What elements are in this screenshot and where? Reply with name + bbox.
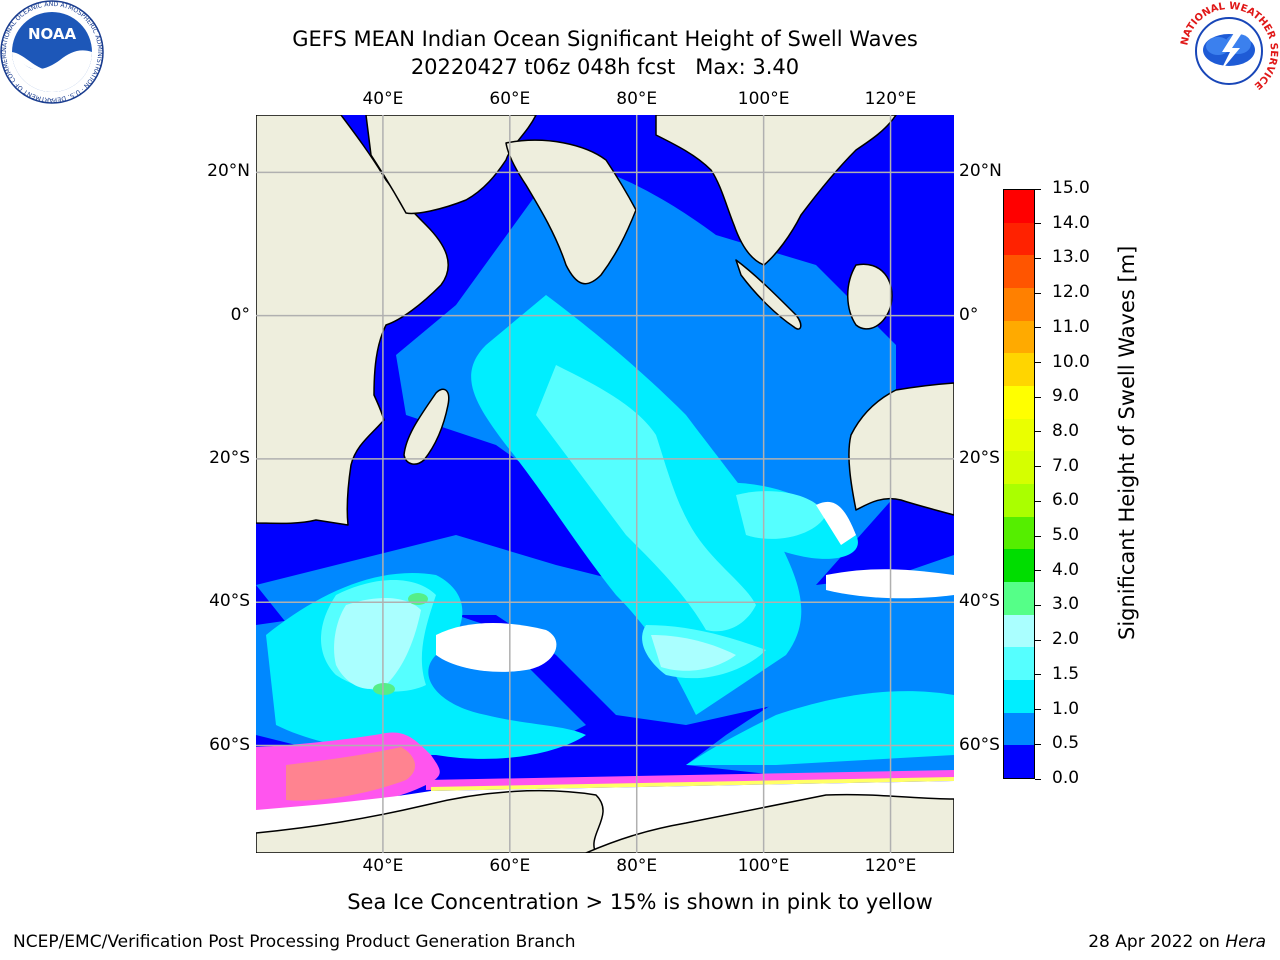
lat-label-right-1: 0°	[959, 304, 979, 325]
colorbar-tick-mark-2	[1035, 257, 1041, 259]
colorbar-swatch-12	[1004, 582, 1034, 615]
colorbar-swatch-16	[1004, 712, 1034, 746]
nws-logo-icon: NATIONAL WEATHER SERVICE	[1179, 1, 1279, 100]
lat-label-right-3: 40°S	[959, 591, 1000, 612]
colorbar-tick-mark-10	[1035, 535, 1041, 537]
lat-label-right-4: 60°S	[959, 734, 1000, 755]
colorbar-tick-label-11: 4.0	[1052, 559, 1080, 580]
colorbar-tick-label-15: 1.0	[1052, 698, 1080, 719]
colorbar-tick-mark-14	[1035, 674, 1041, 676]
colorbar-tick-mark-8	[1035, 466, 1041, 468]
date-stamp: 28 Apr 2022 on Hera	[1088, 932, 1266, 952]
colorbar-tick-mark-7	[1035, 431, 1041, 433]
swell-wave-map	[256, 115, 954, 853]
colorbar-tick-label-12: 3.0	[1052, 594, 1080, 615]
colorbar-swatch-13	[1004, 614, 1034, 648]
colorbar-tick-label-17: 0.0	[1052, 768, 1080, 788]
colorbar-tick-label-13: 2.0	[1052, 629, 1080, 650]
ice-patches	[436, 501, 954, 672]
colorbar-tick-label-0: 15.0	[1052, 178, 1090, 198]
colorbar-tick-mark-3	[1035, 292, 1041, 294]
map-title: GEFS MEAN Indian Ocean Significant Heigh…	[292, 27, 918, 51]
colorbar-swatch-15	[1004, 680, 1034, 713]
colorbar-tick-mark-6	[1035, 396, 1041, 398]
lat-label-left-2: 20°S	[209, 447, 250, 468]
colorbar-tick-mark-12	[1035, 604, 1041, 606]
colorbar-tick-mark-16	[1035, 743, 1041, 745]
colorbar-tick-mark-11	[1035, 570, 1041, 572]
colorbar-tick-label-3: 12.0	[1052, 282, 1090, 303]
noaa-logo-icon: NATIONAL OCEANIC AND ATMOSPHERIC ADMINIS…	[0, 0, 104, 104]
colorbar-tick-mark-17	[1035, 778, 1041, 780]
colorbar-tick-label-1: 14.0	[1052, 212, 1090, 233]
lon-label-bottom-2: 80°E	[616, 856, 658, 876]
colorbar-swatch-4	[1004, 320, 1034, 354]
noaa-logo-text: NOAA	[28, 25, 77, 43]
colorbar-tick-mark-5	[1035, 362, 1041, 364]
colorbar-swatch-3	[1004, 288, 1034, 321]
lon-label-bottom-0: 40°E	[362, 856, 404, 876]
colorbar-tick-label-14: 1.5	[1052, 663, 1080, 684]
colorbar-swatch-10	[1004, 516, 1034, 550]
colorbar-tick-label-6: 9.0	[1052, 386, 1080, 407]
colorbar-tick-label-2: 13.0	[1052, 247, 1090, 268]
lon-label-bottom-4: 120°E	[864, 856, 917, 876]
graticule	[256, 115, 954, 853]
lat-label-left-0: 20°N	[207, 161, 250, 182]
lat-label-left-1: 0°	[230, 304, 250, 325]
colorbar-tick-label-7: 8.0	[1052, 420, 1080, 441]
lon-label-top-1: 60°E	[489, 89, 531, 109]
map-frame	[256, 115, 954, 853]
colorbar-swatch-11	[1004, 549, 1034, 583]
colorbar-swatch-2	[1004, 255, 1034, 289]
colorbar-tick-label-5: 10.0	[1052, 351, 1090, 372]
colorbar-swatch-9	[1004, 484, 1034, 517]
colorbar-tick-mark-0	[1035, 188, 1041, 190]
colorbar-tick-label-8: 7.0	[1052, 455, 1080, 476]
colorbar-swatch-6	[1004, 386, 1034, 419]
lon-label-top-2: 80°E	[616, 89, 658, 109]
lon-label-top-4: 120°E	[864, 89, 917, 109]
colorbar	[1003, 189, 1035, 779]
colorbar-tick-label-10: 5.0	[1052, 525, 1080, 546]
sea-ice-area	[256, 732, 954, 815]
lat-label-right-2: 20°S	[959, 447, 1000, 468]
colorbar-swatch-14	[1004, 647, 1034, 681]
credit-text: NCEP/EMC/Verification Post Processing Pr…	[13, 932, 576, 952]
lon-label-top-0: 40°E	[362, 89, 404, 109]
lon-label-bottom-3: 100°E	[737, 856, 790, 876]
colorbar-tick-mark-9	[1035, 500, 1041, 502]
lat-label-right-0: 20°N	[959, 161, 1002, 182]
colorbar-tick-mark-1	[1035, 223, 1041, 225]
colorbar-swatch-1	[1004, 222, 1034, 256]
colorbar-tick-label-4: 11.0	[1052, 316, 1090, 337]
lat-label-left-3: 40°S	[209, 591, 250, 612]
colorbar-label: Significant Height of Swell Waves [m]	[1115, 245, 1139, 640]
lon-label-top-3: 100°E	[737, 89, 790, 109]
colorbar-tick-mark-4	[1035, 327, 1041, 329]
colorbar-swatch-5	[1004, 353, 1034, 387]
colorbar-swatch-17	[1004, 745, 1034, 779]
colorbar-tick-mark-15	[1035, 709, 1041, 711]
colorbar-swatch-0	[1004, 190, 1034, 223]
date-text: 28 Apr 2022 on	[1088, 932, 1226, 952]
lat-label-left-4: 60°S	[209, 734, 250, 755]
colorbar-swatch-7	[1004, 418, 1034, 452]
colorbar-tick-mark-13	[1035, 639, 1041, 641]
land-masses	[256, 115, 954, 853]
host-name: Hera	[1225, 932, 1266, 952]
colorbar-swatch-8	[1004, 451, 1034, 485]
sea-ice-note: Sea Ice Concentration > 15% is shown in …	[347, 890, 933, 914]
colorbar-tick-label-9: 6.0	[1052, 490, 1080, 511]
colorbar-tick-label-16: 0.5	[1052, 733, 1080, 754]
lon-label-bottom-1: 60°E	[489, 856, 531, 876]
map-subtitle: 20220427 t06z 048h fcst Max: 3.40	[410, 55, 800, 79]
